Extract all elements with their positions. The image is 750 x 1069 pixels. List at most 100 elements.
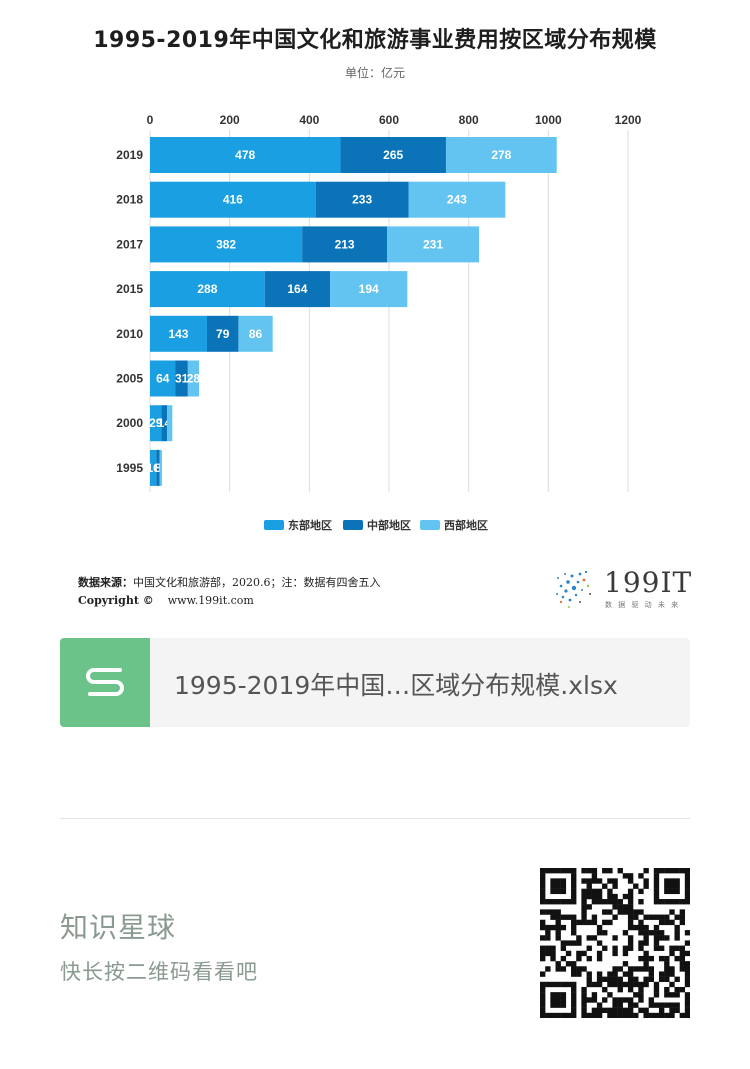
qr-module [576,935,582,941]
brand-name: 199IT [604,566,693,599]
qr-module [545,924,551,931]
website-link[interactable]: www.199it.com [167,594,254,607]
qr-module [633,883,639,889]
qr-module [664,919,670,926]
qr-module [633,924,639,931]
bar-segment [187,360,199,397]
qr-module [638,992,644,998]
qr-module [679,1012,686,1018]
source-label: 数据来源： [78,576,133,589]
qr-module [653,986,660,993]
y-category-label: 2010 [116,327,143,341]
qr-module [571,940,577,946]
qr-module [658,899,665,905]
qr-module [658,919,665,926]
qr-module [555,878,561,884]
bar-segment [340,137,446,173]
qr-module [617,986,623,993]
qr-module [591,899,598,905]
qr-module [581,919,587,926]
qr-module [555,930,561,936]
qr-module [571,997,577,1003]
bar-value-label: 86 [249,327,263,341]
qr-module [550,997,556,1003]
qr-module [571,893,577,900]
qr-module [550,899,556,905]
qr-module [684,893,690,900]
qr-module [633,992,639,998]
qr-module [684,971,690,977]
qr-module [653,1002,660,1008]
qr-module [586,971,592,977]
qr-module [684,888,690,895]
qr-module [596,976,603,982]
bar-segment [150,315,207,352]
bar-value-label: 143 [168,327,188,341]
qr-module [622,1007,629,1014]
qr-module [612,1007,618,1014]
qr-module [658,976,665,982]
source-text: 中国文化和旅游部，2020.6；注：数据有四舍五入 [133,576,381,589]
qr-module [658,945,665,951]
qr-module [560,914,567,920]
qr-module [622,1012,629,1018]
bar-value-label: 278 [491,148,511,162]
qr-module [617,899,623,905]
y-category-label: 2000 [116,416,143,430]
qr-module [540,1012,546,1018]
qr-module [617,1002,623,1008]
bar-segment [150,226,303,263]
qr-module [560,992,567,998]
bar-value-label: 31 [175,372,189,386]
qr-module [607,888,613,895]
qr-module [586,935,592,941]
qr-module [581,1002,587,1008]
qr-module [560,997,567,1003]
qr-module [669,899,675,905]
qr-module [571,888,577,895]
qr-module [674,955,680,962]
qr-module [679,955,686,962]
qr-module [627,909,634,915]
bar-segment [150,405,162,442]
qr-module [540,997,546,1003]
qr-module [596,1012,603,1018]
copyright: Copyright © www.199it.com [78,594,254,607]
qr-module [674,930,680,936]
qr-module [571,981,577,988]
qr-module [617,1007,623,1014]
qr-module [643,940,649,946]
qr-module [550,950,556,957]
qr-module [617,997,623,1003]
qr-module [674,1002,680,1008]
qr-module [571,1002,577,1008]
qr-module [612,945,618,951]
bar-segment [445,137,557,173]
qr-module [627,935,634,941]
qr-module [612,883,618,889]
attachment-file-name: 1995-2019年中国…区域分布规模.xlsx [174,671,618,700]
qr-module [591,992,598,998]
attachment-card[interactable]: 1995-2019年中国…区域分布规模.xlsx [60,638,690,727]
qr-module [550,945,556,951]
qr-module [653,878,660,884]
legend-swatch [343,520,363,530]
qr-module [560,1012,567,1018]
qr-code-icon[interactable] [540,868,690,1018]
qr-module [540,893,546,900]
qr-module [586,1012,592,1018]
qr-module [653,1012,660,1018]
bar-segment [150,137,341,173]
qr-module [596,940,603,946]
qr-module [648,1012,654,1018]
qr-module [674,868,680,874]
qr-module [633,966,639,972]
qr-module [658,930,665,936]
qr-module [576,940,582,946]
qr-module [540,878,546,884]
qr-module [643,935,649,941]
qr-module [581,966,587,972]
qr-module [669,909,675,915]
qr-module [602,883,608,889]
qr-module [571,883,577,889]
